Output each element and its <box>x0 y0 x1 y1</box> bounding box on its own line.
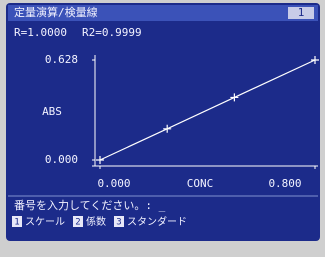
option-label: スタンダード <box>127 215 187 228</box>
screen-photo: 定量演算/検量線 1 R=1.0000 R2=0.9999 ABS CONC 番… <box>0 0 325 257</box>
y-tick-label: 0.000 <box>45 153 78 166</box>
option-key: 3 <box>116 218 121 228</box>
x-tick-label: 0.800 <box>268 177 301 190</box>
annotation: R2=0.9999 <box>82 26 142 39</box>
badge-text: 1 <box>298 6 305 19</box>
option-label: スケール <box>25 216 65 228</box>
option-key: 1 <box>14 218 19 228</box>
y-axis-label: ABS <box>42 105 62 118</box>
option-label: 係数 <box>86 215 106 228</box>
option-key: 2 <box>75 218 80 228</box>
screen-title: 定量演算/検量線 <box>14 5 98 19</box>
x-tick-label: 0.000 <box>97 177 130 190</box>
x-axis-label: CONC <box>187 177 214 190</box>
prompt: 番号を入力してください。: _ <box>14 199 166 212</box>
y-tick-label: 0.628 <box>45 53 78 66</box>
annotation: R=1.0000 <box>14 26 67 39</box>
